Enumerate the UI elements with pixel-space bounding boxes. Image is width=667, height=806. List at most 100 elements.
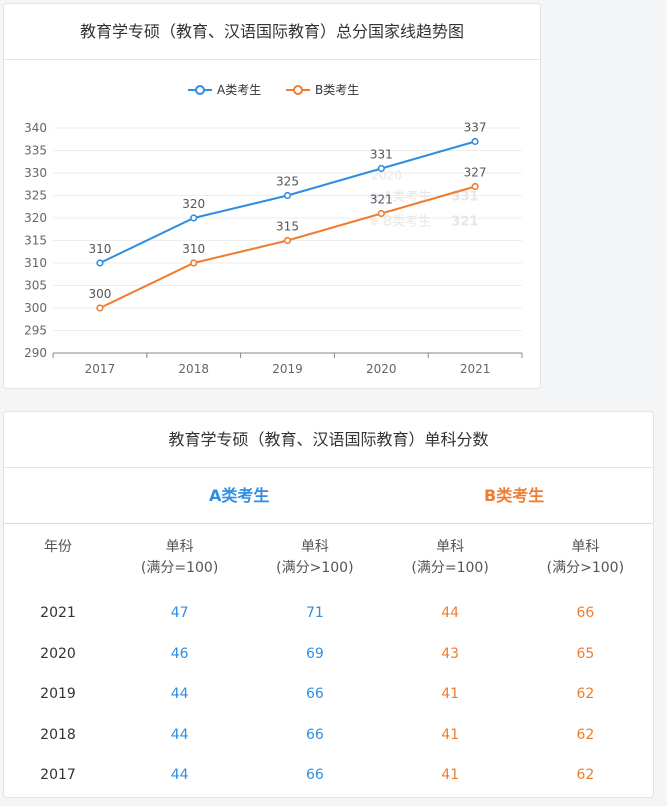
cell-a-gt100: 66 [305, 726, 324, 743]
header-b-eq100: 单科 (满分=100) [383, 523, 518, 593]
data-point [283, 236, 292, 245]
line-chart: 290 295 300 305 310 315 320 325 330 335 340 2017 201… [24, 83, 523, 376]
y-tick-label: 305 [24, 279, 47, 293]
data-point [96, 304, 104, 312]
y-tick-label: 315 [24, 234, 47, 248]
table-header-row: 年份 单科 (满分=100) 单科 (满分>100) 单科 (满分=100) 单科 (满… [4, 523, 653, 593]
y-tick-label: 300 [24, 301, 47, 315]
cell-year: 2020 [40, 645, 76, 662]
cell-a-eq100: 47 [170, 605, 189, 622]
x-tick-label: 2020 [366, 362, 397, 376]
cell-a-eq100: 44 [170, 686, 189, 703]
table-row: 2020 46 69 43 65 [4, 634, 653, 675]
table-row: 2018 44 66 41 62 [4, 715, 653, 756]
header-a-gt100-line2: (满分>100) [276, 560, 354, 576]
data-label: 320 [182, 197, 205, 211]
cell-b-gt100: 66 [576, 605, 595, 622]
group-b-label: B类考生 [484, 486, 545, 505]
legend-marker [293, 85, 303, 95]
cell-a-eq100: 46 [170, 645, 189, 662]
header-b-eq100-line2: (满分=100) [411, 560, 489, 576]
legend-marker [195, 85, 205, 95]
cell-a-gt100: 71 [305, 605, 324, 622]
legend-label: B类考生 [315, 83, 359, 97]
tooltip-series-name: A类考生 [383, 190, 431, 205]
cell-a-gt100: 66 [305, 767, 324, 784]
data-label: 321 [370, 193, 393, 207]
header-b-gt100-line2: (满分>100) [546, 560, 625, 576]
y-tick-label: 290 [24, 346, 47, 360]
x-tick-label: 2017 [85, 362, 116, 376]
cell-b-gt100: 62 [576, 767, 595, 784]
tooltip-value: 331 [451, 190, 478, 205]
header-b-gt100-line1: 单科 [571, 539, 600, 555]
y-tick-label: 340 [24, 121, 47, 135]
table-row: 2021 47 71 44 66 [4, 593, 653, 634]
data-point [283, 191, 292, 200]
cell-b-eq100: 41 [441, 767, 460, 784]
data-point [377, 209, 385, 218]
header-a-gt100: 单科 (满分>100) [247, 523, 382, 593]
header-a-eq100: 单科 (满分=100) [112, 523, 247, 593]
chart-title: 教育学专硕（教育、汉语国际教育）总分国家线趋势图 [4, 4, 540, 60]
cell-b-gt100: 62 [576, 686, 595, 703]
data-label: 337 [464, 121, 487, 135]
legend-label: A类考生 [217, 83, 261, 97]
y-tick-label: 330 [24, 166, 47, 180]
cell-year: 2021 [40, 605, 76, 622]
table-row: 2019 44 66 41 62 [4, 674, 653, 715]
table-row: 2017 44 66 41 62 [4, 755, 653, 796]
y-tick-label: 310 [24, 256, 47, 270]
header-b-gt100: 单科 (满分>100) [518, 523, 653, 593]
data-label: 310 [182, 242, 205, 256]
cell-a-eq100: 44 [170, 726, 189, 743]
cell-year: 2018 [40, 726, 76, 743]
score-table: 年份 单科 (满分=100) 单科 (满分>100) 单科 (满分=100) 单科 (满… [4, 523, 653, 796]
cell-a-gt100: 66 [305, 686, 324, 703]
cell-b-gt100: 65 [576, 645, 595, 662]
table-title: 教育学专硕（教育、汉语国际教育）单科分数 [4, 412, 653, 468]
data-label: 315 [276, 220, 299, 234]
x-tick-label: 2018 [178, 362, 209, 376]
tooltip-series-name: B类考生 [383, 215, 431, 230]
header-year-label: 年份 [44, 539, 72, 555]
tooltip-year: 2020 [371, 169, 402, 183]
cell-a-gt100: 69 [305, 645, 324, 662]
y-tick-label: 320 [24, 211, 47, 225]
data-label: 331 [370, 148, 393, 162]
cell-year: 2019 [40, 686, 76, 703]
y-tick-label: 325 [24, 189, 47, 203]
data-label: 325 [276, 175, 299, 189]
series-line [99, 185, 476, 309]
header-a-eq100-line2: (满分=100) [140, 560, 219, 576]
cell-year: 2017 [40, 767, 76, 784]
table-card: 教育学专硕（教育、汉语国际教育）单科分数 A类考生 B类考生 年份 单科 (满分=… [3, 411, 654, 798]
cell-b-gt100: 62 [576, 726, 595, 743]
data-point [96, 259, 104, 267]
x-tick-label: 2021 [460, 362, 491, 376]
y-tick-label: 335 [24, 144, 47, 158]
data-label: 327 [464, 166, 487, 180]
tooltip-marker [370, 217, 379, 226]
x-tick-label: 2019 [272, 362, 303, 376]
data-label: 310 [88, 242, 111, 256]
data-point [377, 164, 385, 173]
cell-b-eq100: 41 [441, 726, 460, 743]
data-label: 300 [88, 287, 111, 301]
tooltip-value: 321 [451, 215, 478, 230]
chart-card: 教育学专硕（教育、汉语国际教育）总分国家线趋势图 290 295 300 305 310… [3, 3, 541, 389]
tooltip-marker [370, 192, 379, 201]
data-point [190, 214, 198, 222]
y-tick-label: 295 [24, 324, 47, 338]
cell-b-eq100: 43 [441, 645, 460, 662]
header-year: 年份 [4, 523, 112, 593]
data-point [190, 259, 198, 267]
data-point [471, 182, 479, 191]
header-a-eq100-line1: 单科 [165, 539, 194, 555]
header-a-gt100-line1: 单科 [300, 539, 329, 555]
cell-a-eq100: 44 [170, 767, 189, 784]
header-b-eq100-line1: 单科 [436, 539, 465, 555]
cell-b-eq100: 44 [441, 605, 460, 622]
cell-b-eq100: 41 [441, 686, 460, 703]
data-point [471, 137, 479, 146]
